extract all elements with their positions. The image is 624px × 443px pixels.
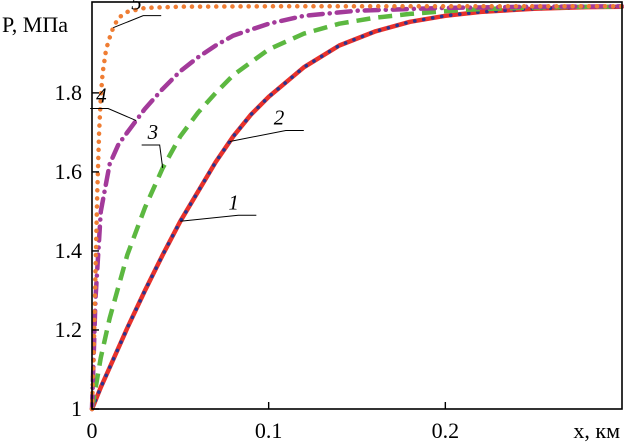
y-tick-label: 1.2 <box>55 317 83 342</box>
plot-frame <box>91 1 623 410</box>
curve-4-leader <box>90 108 137 122</box>
curve-1-label: 1 <box>228 190 239 214</box>
annotation-layer: 1 2 3 4 5 <box>90 0 304 222</box>
curve-4-label: 4 <box>96 84 107 108</box>
y-tick-label: 1 <box>71 396 82 421</box>
curve-3-label: 3 <box>147 120 159 144</box>
curve-5-label: 5 <box>131 0 142 15</box>
series-2-line <box>90 4 624 411</box>
curve-2-leader <box>229 129 304 142</box>
curve-1-leader <box>180 214 257 222</box>
series-3-line <box>89 4 622 410</box>
y-tick-label: 1.8 <box>55 80 83 105</box>
y-tick-label: 1.6 <box>55 159 83 184</box>
x-tick-label: 0.1 <box>255 418 283 443</box>
x-tick-label: 0.2 <box>432 418 460 443</box>
y-tick-label: 1.4 <box>55 238 83 263</box>
curve-5-leader <box>113 15 162 29</box>
series-5-line <box>89 4 624 412</box>
curve-3-leader <box>141 144 164 169</box>
curve-2-label: 2 <box>274 105 285 129</box>
x-tick-label: 0 <box>87 418 98 443</box>
series-1-line <box>89 4 624 412</box>
ticks-layer: 0 0.1 0.2 1 1.2 1.4 1.6 1.8 <box>55 80 460 443</box>
series-4-line <box>89 4 624 412</box>
curves-layer <box>89 4 624 412</box>
x-axis-title: x, км <box>573 418 620 443</box>
y-axis-title: P, МПа <box>2 12 68 37</box>
